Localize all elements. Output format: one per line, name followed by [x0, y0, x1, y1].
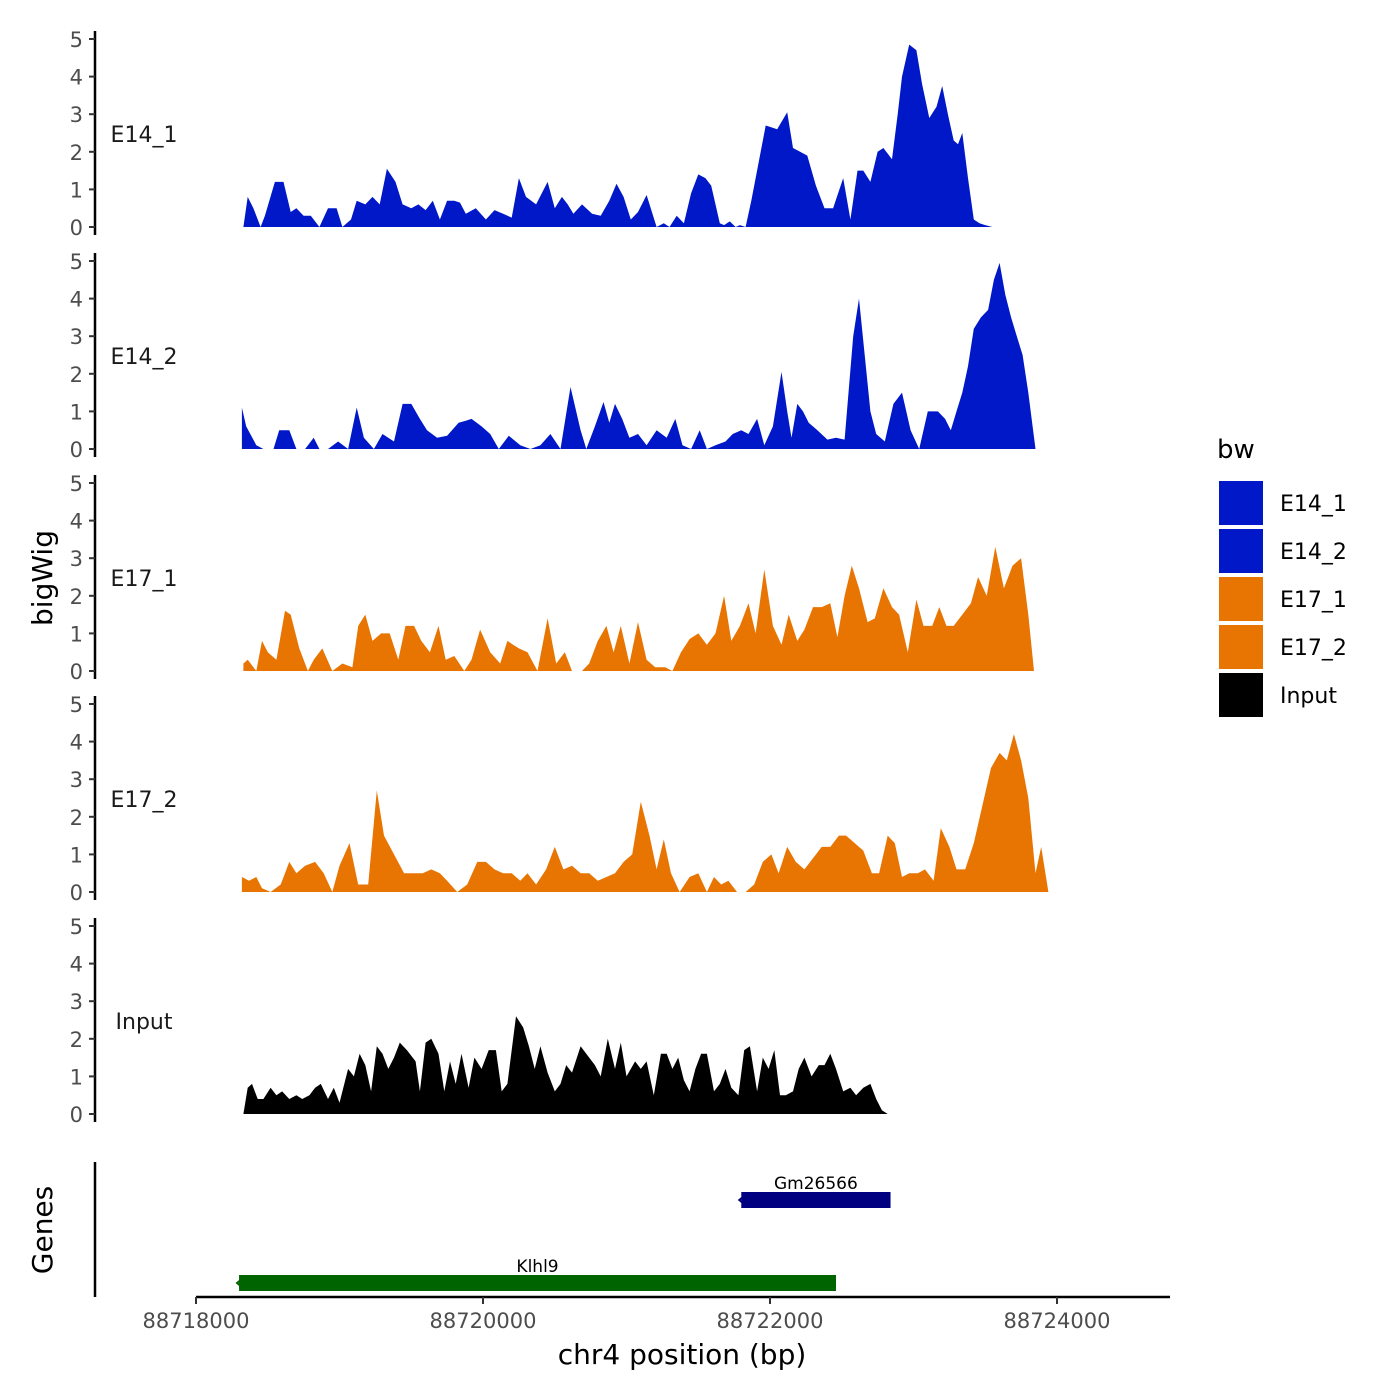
strand-arrow-icon	[737, 1194, 746, 1206]
track-label-E14_2: E14_2	[111, 345, 178, 370]
y-tick-label: 4	[70, 731, 83, 755]
legend-swatch	[1217, 623, 1265, 671]
legend-label: E14_2	[1280, 540, 1347, 565]
genes-axis-title: Genes	[26, 1186, 59, 1274]
y-tick-label: 1	[70, 400, 83, 424]
y-tick-label: 4	[70, 953, 83, 977]
y-tick-label: 2	[70, 141, 83, 165]
y-tick-label: 0	[70, 438, 83, 462]
track-E17_1: 0 1 2 3 4 5 E17_1	[70, 472, 1122, 684]
track-E14_2: 0 1 2 3 4 5 E14_2	[70, 250, 1122, 462]
y-tick-label: 0	[70, 660, 83, 684]
x-axis: 88718000 88720000 88722000 88724000	[143, 1295, 1170, 1333]
x-tick-label: 88718000	[143, 1309, 250, 1333]
y-tick-label: 3	[70, 547, 83, 571]
y-tick-label: 5	[70, 472, 83, 496]
y-tick-label: 2	[70, 806, 83, 830]
y-tick-label: 5	[70, 915, 83, 939]
gene-label: Gm26566	[774, 1174, 858, 1194]
gene-Klhl9: Klhl9	[235, 1257, 837, 1291]
genes-track: Gm26566 Klhl9	[93, 1162, 891, 1297]
signal-area-E17_2	[241, 734, 1123, 892]
gene-label: Klhl9	[516, 1257, 558, 1277]
track-label-E14_1: E14_1	[111, 123, 178, 148]
y-tick-label: 1	[70, 622, 83, 646]
y-tick-label: 5	[70, 250, 83, 274]
track-Input: 0 1 2 3 4 5 Input	[70, 915, 1122, 1127]
legend-entry-Input: Input	[1217, 671, 1337, 719]
track-E14_1: 0 1 2 3 4 5 E14_1	[70, 28, 1129, 240]
x-tick-label: 88720000	[430, 1309, 537, 1333]
legend-entry-E14_2: E14_2	[1217, 527, 1347, 575]
legend-swatch	[1217, 527, 1265, 575]
gene-Gm26566: Gm26566	[737, 1174, 891, 1208]
gene-body	[741, 1192, 891, 1208]
y-tick-label: 0	[70, 1103, 83, 1127]
y-tick-label: 3	[70, 325, 83, 349]
legend-swatch	[1217, 671, 1265, 719]
legend-title: bw	[1217, 435, 1255, 465]
y-tick-label: 3	[70, 990, 83, 1014]
signal-area-Input	[243, 1016, 1122, 1114]
y-tick-label: 1	[70, 1065, 83, 1089]
y-tick-label: 2	[70, 585, 83, 609]
signal-area-E14_1	[243, 44, 1129, 227]
y-axis-title: bigWig	[26, 530, 59, 626]
y-tick-label: 2	[70, 1028, 83, 1052]
legend-entry-E17_1: E17_1	[1217, 575, 1347, 623]
y-tick-label: 5	[70, 28, 83, 52]
track-label-Input: Input	[116, 1010, 173, 1035]
legend-entry-E14_1: E14_1	[1217, 479, 1347, 527]
y-tick-label: 2	[70, 363, 83, 387]
track-label-E17_2: E17_2	[111, 788, 178, 813]
legend-swatch	[1217, 479, 1265, 527]
legend-label: E17_2	[1280, 636, 1347, 661]
y-tick-label: 0	[70, 881, 83, 905]
y-tick-label: 3	[70, 768, 83, 792]
y-tick-label: 3	[70, 103, 83, 127]
x-tick-label: 88722000	[717, 1309, 824, 1333]
tracks: 0 1 2 3 4 5 E14_1 0 1 2 3 4 5 E14_2 0 1 2 3 4 5 E17_1 0 1 2 3 4 5 E…	[70, 28, 1129, 1127]
legend-label: E14_1	[1280, 492, 1347, 517]
y-tick-label: 1	[70, 178, 83, 202]
signal-area-E17_1	[243, 546, 1122, 671]
legend-swatch	[1217, 575, 1265, 623]
gene-body	[239, 1275, 837, 1291]
y-tick-label: 5	[70, 693, 83, 717]
y-tick-label: 4	[70, 288, 83, 312]
y-tick-label: 4	[70, 66, 83, 90]
legend-label: Input	[1280, 684, 1337, 709]
legend-entry-E17_2: E17_2	[1217, 623, 1347, 671]
y-tick-label: 0	[70, 216, 83, 240]
x-axis-title: chr4 position (bp)	[558, 1338, 807, 1371]
strand-arrow-icon	[235, 1277, 244, 1289]
legend: bw E14_1 E14_2 E17_1 E17_2 Input	[1217, 435, 1347, 719]
track-E17_2: 0 1 2 3 4 5 E17_2	[70, 693, 1123, 905]
y-tick-label: 4	[70, 510, 83, 534]
x-tick-label: 88724000	[1004, 1309, 1111, 1333]
signal-area-E14_2	[241, 262, 1122, 449]
legend-label: E17_1	[1280, 588, 1347, 613]
track-label-E17_1: E17_1	[111, 567, 178, 592]
y-tick-label: 1	[70, 843, 83, 867]
